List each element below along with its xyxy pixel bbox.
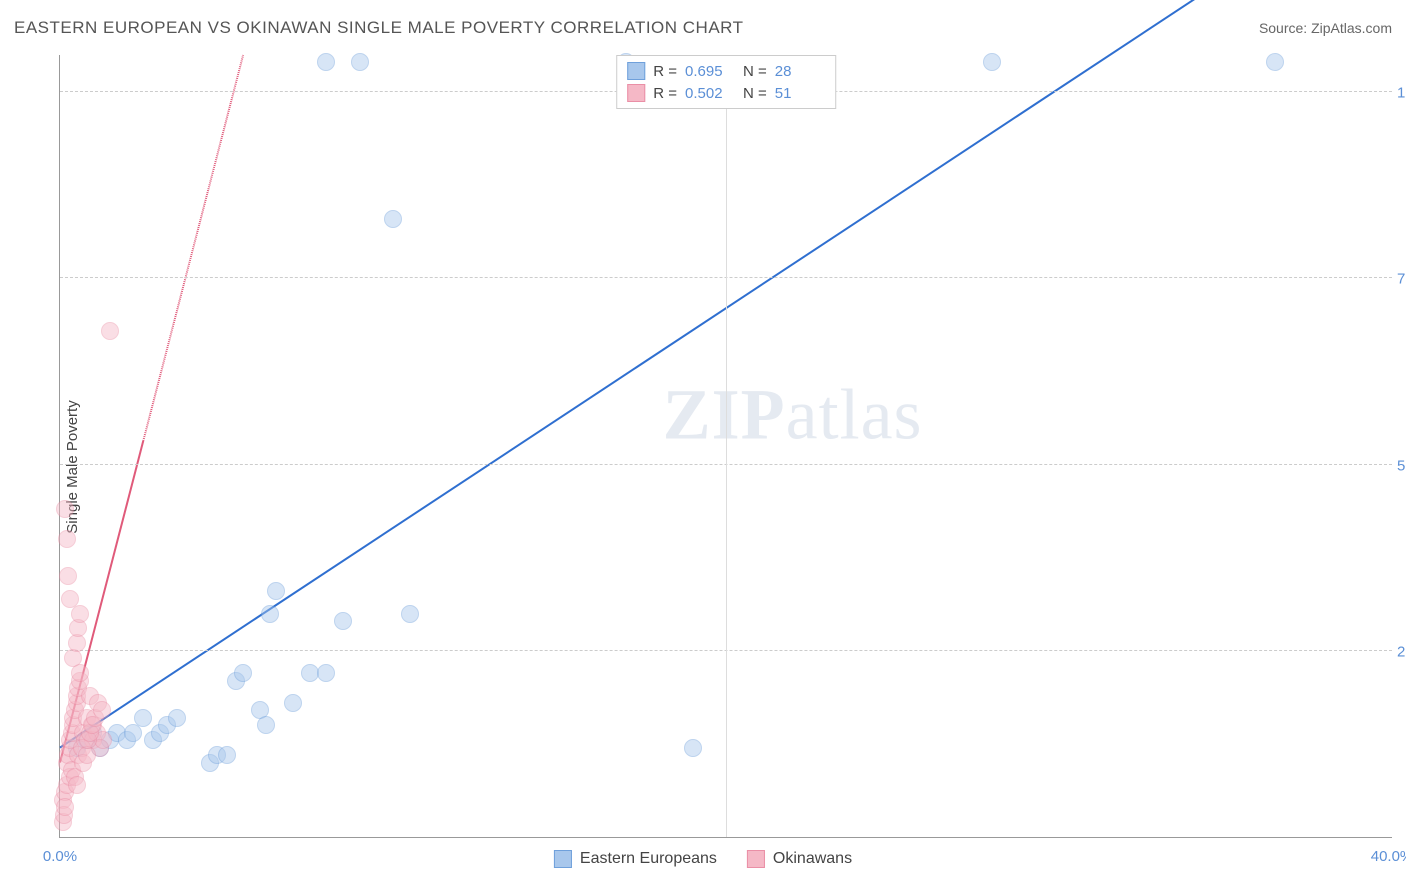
watermark: ZIPatlas [663,373,923,456]
data-point [58,530,76,548]
data-point [71,605,89,623]
r-value-eastern: 0.695 [685,63,735,80]
source-label: Source: ZipAtlas.com [1259,20,1392,36]
x-tick-label: 40.0% [1371,848,1406,865]
data-point [93,701,111,719]
data-point [56,798,74,816]
legend-swatch-okinawan-icon [747,850,765,868]
legend-swatch-okinawan [627,84,645,102]
data-point [684,739,702,757]
chart-title: EASTERN EUROPEAN VS OKINAWAN SINGLE MALE… [14,18,744,38]
legend-label-okinawan: Okinawans [773,850,852,868]
data-point [261,605,279,623]
data-point [68,776,86,794]
series-legend: Eastern Europeans Okinawans [554,850,852,868]
data-point [267,582,285,600]
data-point [59,567,77,585]
gridline [726,55,727,837]
data-point [101,322,119,340]
data-point [218,746,236,764]
y-tick-label: 100.0% [1397,85,1406,102]
correlation-legend: R = 0.695 N = 28 R = 0.502 N = 51 [616,55,836,109]
data-point [1266,53,1284,71]
data-point [334,612,352,630]
data-point [134,709,152,727]
legend-item-okinawan: Okinawans [747,850,852,868]
data-point [317,664,335,682]
data-point [351,53,369,71]
x-tick-label: 0.0% [43,848,77,865]
legend-label-eastern: Eastern Europeans [580,850,717,868]
plot-area: ZIPatlas R = 0.695 N = 28 R = 0.502 N = … [59,55,1392,838]
data-point [983,53,1001,71]
r-value-okinawan: 0.502 [685,85,735,102]
n-value-okinawan: 51 [775,85,825,102]
data-point [234,664,252,682]
legend-row-eastern: R = 0.695 N = 28 [627,60,825,82]
legend-row-okinawan: R = 0.502 N = 51 [627,82,825,104]
data-point [401,605,419,623]
data-point [168,709,186,727]
legend-swatch-eastern-icon [554,850,572,868]
data-point [317,53,335,71]
data-point [61,590,79,608]
legend-swatch-eastern [627,62,645,80]
data-point [56,500,74,518]
legend-item-eastern: Eastern Europeans [554,850,717,868]
data-point [284,694,302,712]
data-point [257,716,275,734]
y-tick-label: 50.0% [1397,457,1406,474]
data-point [384,210,402,228]
chart-container: Single Male Poverty ZIPatlas R = 0.695 N… [14,55,1392,878]
n-value-eastern: 28 [775,63,825,80]
data-point [301,664,319,682]
y-tick-label: 25.0% [1397,643,1406,660]
y-tick-label: 75.0% [1397,271,1406,288]
